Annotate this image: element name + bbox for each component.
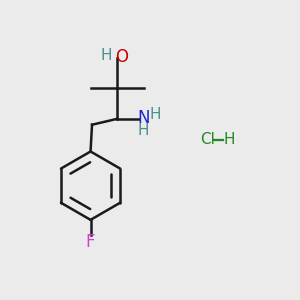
Text: O: O: [115, 48, 128, 66]
Text: H: H: [137, 123, 149, 138]
Text: H: H: [224, 132, 236, 147]
Text: F: F: [86, 233, 95, 251]
Text: H: H: [100, 48, 112, 63]
Text: Cl: Cl: [200, 132, 215, 147]
Text: H: H: [150, 106, 161, 122]
Text: N: N: [137, 109, 150, 127]
